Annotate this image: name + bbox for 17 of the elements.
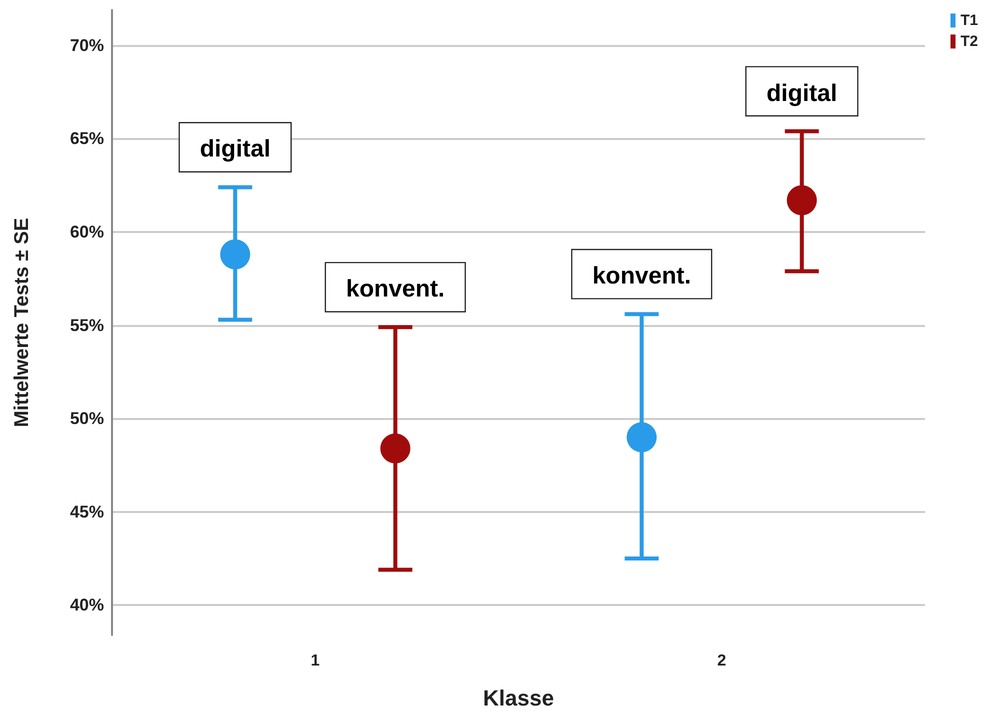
x-axis-title: Klasse — [483, 686, 554, 710]
annotation: digital — [200, 136, 271, 163]
y-tick-label: 45% — [70, 502, 104, 522]
y-tick-label: 60% — [70, 222, 104, 242]
y-axis-title: Mittelwerte Tests ± SE — [11, 218, 33, 428]
x-tick-label: 1 — [310, 652, 320, 670]
annotation: konvent. — [346, 276, 445, 303]
legend-label: T1 — [960, 12, 978, 29]
annotation: digital — [766, 80, 838, 107]
annotation: konvent. — [592, 262, 692, 290]
x-tick-label: 2 — [717, 652, 726, 670]
y-tick-label: 70% — [70, 36, 104, 55]
legend-label: T2 — [960, 33, 978, 50]
y-tick-label: 40% — [70, 596, 104, 615]
y-tick-label: 65% — [70, 129, 104, 148]
y-tick-label: 55% — [70, 316, 104, 335]
y-tick-label: 50% — [70, 409, 104, 428]
